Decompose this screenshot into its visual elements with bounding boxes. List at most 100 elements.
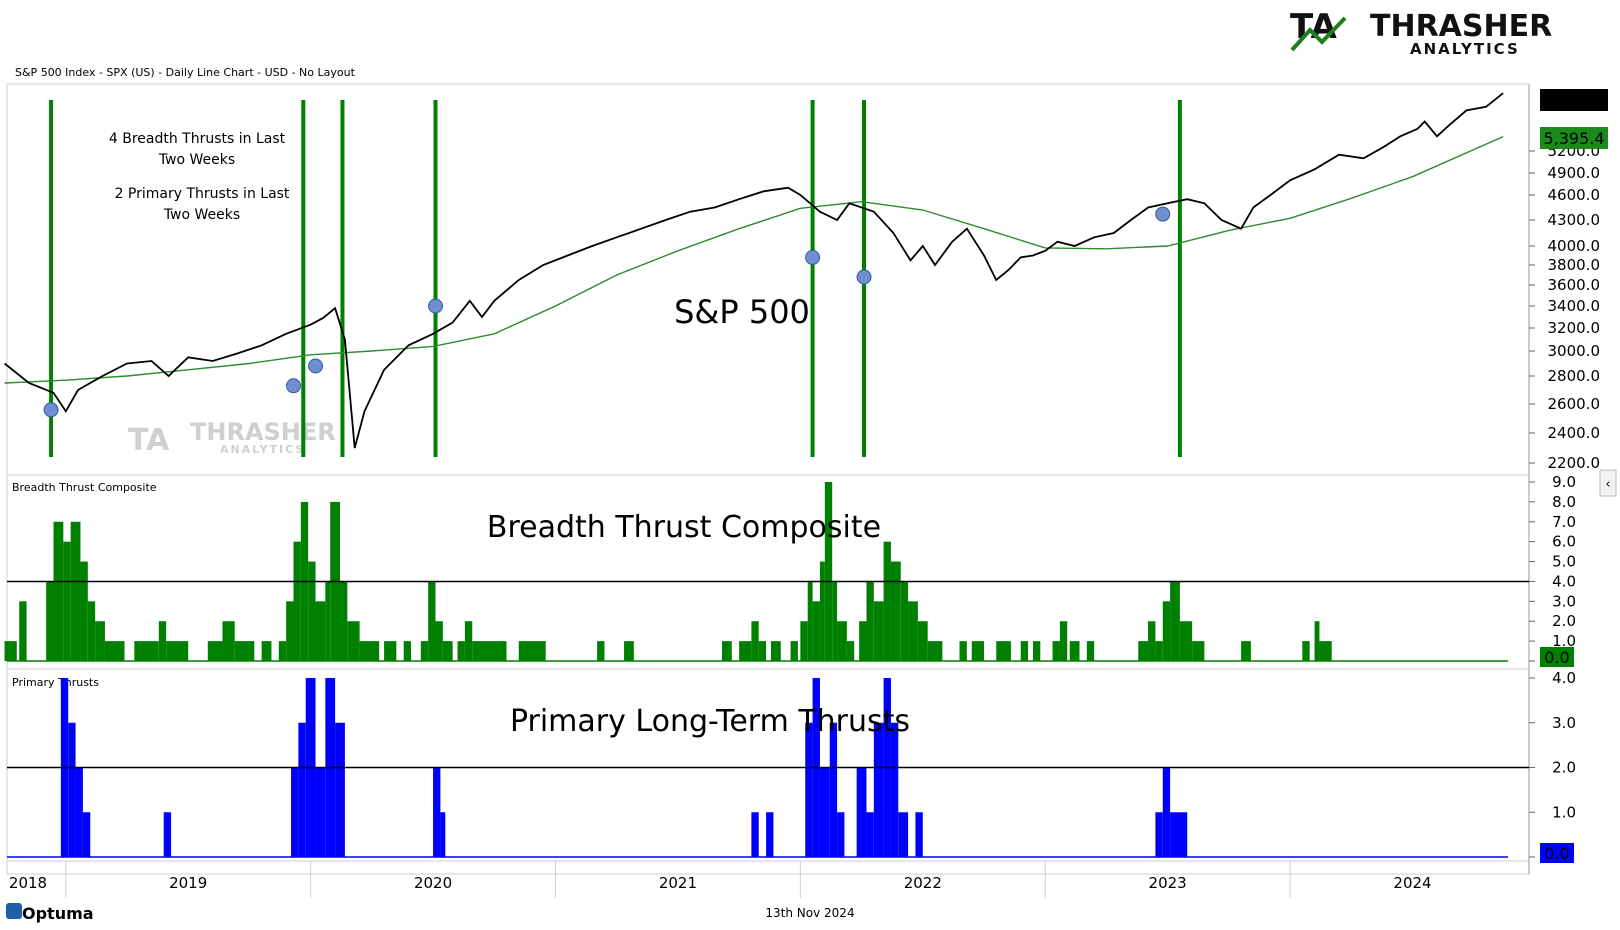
bar [1241, 641, 1251, 661]
signal-dot [428, 298, 444, 314]
bar [770, 641, 781, 661]
bar [751, 621, 759, 661]
bar [442, 641, 453, 661]
bar [917, 621, 928, 661]
bar [1086, 641, 1095, 661]
price-tick-label: 3000.0 [1548, 342, 1601, 360]
bar [1170, 581, 1180, 661]
thrust-lines [49, 100, 1182, 457]
optuma-label: Optuma [22, 904, 94, 923]
bar [261, 641, 272, 661]
bar [298, 722, 306, 857]
bar [856, 767, 867, 857]
bar [82, 812, 91, 857]
annotation-primary-2: Two Weeks [163, 207, 240, 223]
price-line [4, 92, 1504, 449]
price-panel-title: S&P 500 [674, 293, 810, 331]
optuma-icon [6, 903, 22, 919]
bar [859, 621, 867, 661]
price-tick-label: 4000.0 [1548, 237, 1601, 255]
bar [63, 541, 71, 661]
price-tick-label: 2400.0 [1548, 424, 1601, 442]
bar [134, 641, 159, 661]
last-price-label: 5,984.0 [1543, 91, 1604, 110]
logo-ta-mark: TA [1290, 7, 1338, 47]
tick-label: 7.0 [1552, 513, 1576, 531]
tick-label: 8.0 [1552, 493, 1576, 511]
bar [293, 541, 301, 661]
bar [1155, 812, 1163, 857]
price-tick-label: 3200.0 [1548, 319, 1601, 337]
bar [1138, 641, 1149, 661]
bar [1059, 621, 1068, 661]
price-tick-label: 4300.0 [1548, 211, 1601, 229]
bar [464, 621, 473, 661]
bar [457, 641, 465, 661]
ma-value-label: 5,395.4 [1543, 129, 1604, 148]
bar [739, 641, 752, 661]
bar [315, 601, 326, 661]
moving-average-line [4, 135, 1504, 384]
bar [959, 641, 967, 661]
primary-last-box [1540, 843, 1574, 863]
breadth-bars [4, 482, 1332, 661]
bar [1302, 641, 1310, 661]
bar [837, 621, 847, 661]
annotation-breadth-1: 4 Breadth Thrusts in Last [109, 131, 286, 147]
bar [832, 581, 838, 661]
bar [1148, 621, 1156, 661]
bar [325, 581, 331, 661]
tick-label: 4.0 [1552, 669, 1576, 687]
bar [315, 767, 326, 857]
bar [866, 812, 874, 857]
bar [624, 641, 634, 661]
year-label: 2023 [1149, 874, 1187, 892]
bar [163, 812, 172, 857]
price-tick-label: 4900.0 [1548, 164, 1601, 182]
year-label: 2019 [169, 874, 207, 892]
bar [1162, 601, 1171, 661]
bar [819, 561, 825, 661]
bar [291, 767, 299, 857]
chart-frame [6, 83, 1530, 875]
bar [207, 641, 223, 661]
bar [819, 767, 830, 857]
annotation-primary-1: 2 Primary Thrusts in Last [115, 186, 290, 202]
bar [222, 621, 235, 661]
panel-collapse-button[interactable] [1599, 469, 1617, 497]
bar [1192, 641, 1205, 661]
breadth-panel-title: Breadth Thrust Composite [487, 510, 881, 545]
tick-label: 6.0 [1552, 533, 1576, 551]
primary-last-label: 0.0 [1544, 844, 1569, 863]
bar [335, 722, 345, 857]
breadth-axis: 1.0 2.0 3.0 4.05.0 6.0 7.0 8.0 9.0 [1529, 473, 1576, 662]
bar [70, 521, 81, 661]
bar [1069, 641, 1080, 661]
signal-dot [43, 402, 59, 418]
price-tick-label: 4600.0 [1548, 186, 1601, 204]
tick-label: 2.0 [1552, 759, 1576, 777]
ma-value-box [1540, 127, 1608, 149]
tick-label: 5.0 [1552, 553, 1576, 571]
bar [440, 812, 446, 857]
year-label: 2018 [9, 874, 47, 892]
bar [805, 722, 813, 857]
bar [278, 641, 287, 661]
price-tick-label: 2600.0 [1548, 395, 1601, 413]
bar [19, 601, 27, 661]
bar [1052, 641, 1060, 661]
bar [87, 601, 96, 661]
bar [927, 641, 943, 661]
bar [807, 581, 813, 661]
signal-dot [285, 378, 301, 394]
bar [915, 812, 923, 857]
bar [158, 621, 167, 661]
tick-label: 9.0 [1552, 473, 1576, 491]
bar [340, 581, 348, 661]
bar [435, 621, 443, 661]
bar [873, 601, 884, 661]
watermark-logo: TA THRASHER ANALYTICS [128, 418, 336, 458]
bar [420, 641, 429, 661]
bar [1179, 621, 1193, 661]
instrument-info: S&P 500 Index - SPX (US) - Daily Line Ch… [15, 66, 356, 79]
